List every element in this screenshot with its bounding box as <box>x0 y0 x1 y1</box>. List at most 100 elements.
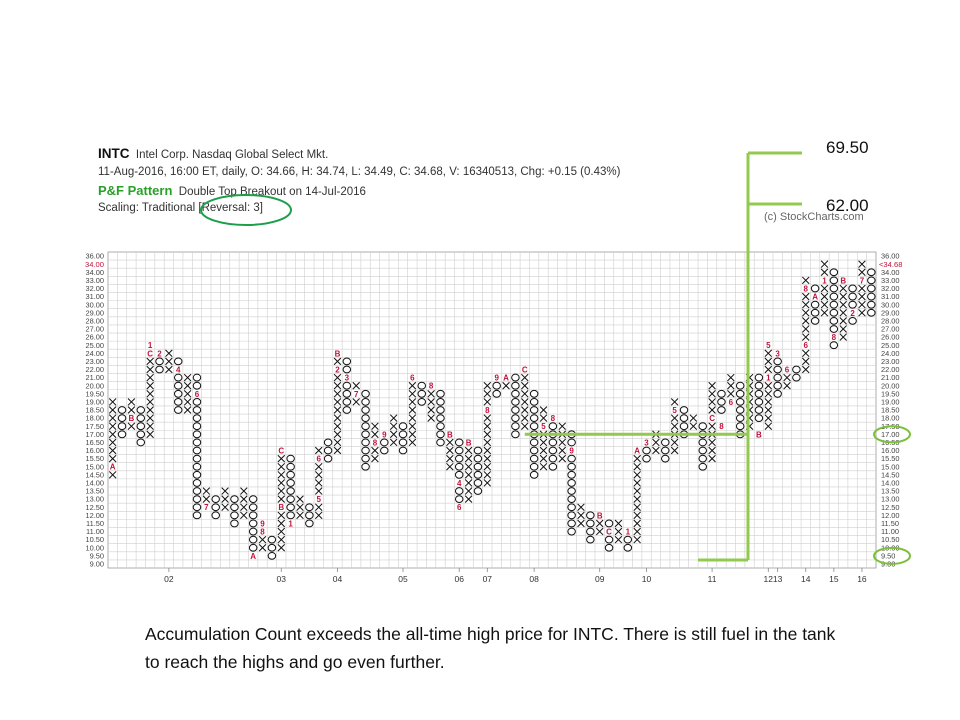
o-box <box>567 503 576 512</box>
y-tick-label-left: 20.00 <box>86 381 105 390</box>
o-box <box>286 462 295 471</box>
o-box <box>286 487 295 495</box>
x-stroke <box>858 309 866 317</box>
x-box <box>633 495 641 503</box>
x-stroke <box>670 438 679 447</box>
month-marker: 4 <box>176 365 181 374</box>
month-marker: 6 <box>195 390 200 399</box>
x-stroke <box>333 414 342 422</box>
o-box <box>511 381 520 390</box>
x-stroke <box>820 292 829 301</box>
x-stroke <box>314 503 323 511</box>
x-stroke <box>727 390 735 398</box>
x-box <box>633 535 641 544</box>
month-marker: B <box>756 430 762 439</box>
o-box <box>773 389 782 398</box>
o-box <box>192 446 202 455</box>
month-marker: B <box>335 349 341 358</box>
x-stroke <box>146 398 154 406</box>
x-box <box>127 422 136 430</box>
x-stroke <box>801 349 810 358</box>
x-stroke <box>708 438 716 447</box>
x-tick-label: 16 <box>857 574 867 584</box>
month-marker: B <box>447 430 453 439</box>
x-stroke <box>820 300 829 309</box>
o-box <box>398 430 408 439</box>
x-stroke <box>371 422 379 430</box>
x-box <box>108 471 117 479</box>
x-stroke <box>183 381 192 390</box>
x-stroke <box>839 317 847 325</box>
month-marker: B <box>466 438 472 447</box>
x-box <box>577 511 585 520</box>
x-stroke <box>839 292 847 301</box>
x-box <box>483 471 492 479</box>
month-marker: 5 <box>541 422 546 431</box>
x-box <box>389 422 398 430</box>
x-box <box>221 503 229 511</box>
o-box <box>248 519 258 528</box>
o-box <box>829 316 839 325</box>
x-box <box>352 381 360 390</box>
x-box <box>183 406 192 414</box>
x-stroke <box>483 454 492 463</box>
y-tick-label-left: 12.00 <box>86 511 105 520</box>
x-stroke <box>633 479 641 487</box>
x-stroke <box>258 543 267 552</box>
month-marker: 3 <box>345 374 350 383</box>
o-box <box>473 446 483 455</box>
o-box <box>342 381 352 390</box>
month-marker: A <box>503 374 509 383</box>
x-box <box>333 414 342 422</box>
x-box <box>221 495 229 503</box>
month-marker: A <box>812 293 818 302</box>
y-tick-label-left: 16.50 <box>86 438 105 447</box>
x-box <box>539 414 548 422</box>
o-box <box>567 495 576 504</box>
x-box <box>483 398 492 406</box>
symbol-label: INTC <box>98 146 130 161</box>
y-tick-label-right: 24.00 <box>881 349 900 358</box>
x-box <box>820 284 829 293</box>
y-tick-label-left: 10.50 <box>86 535 105 544</box>
x-stroke <box>146 390 154 398</box>
x-stroke <box>689 422 698 430</box>
y-tick-label-left: 24.00 <box>86 349 105 358</box>
x-box <box>801 349 810 358</box>
o-box <box>173 397 183 406</box>
x-box <box>427 398 435 406</box>
x-box <box>371 430 379 439</box>
o-box <box>192 406 202 414</box>
x-stroke <box>521 406 529 414</box>
y-tick-label-right: 14.00 <box>881 479 900 488</box>
o-box <box>567 438 576 447</box>
o-box <box>735 397 745 406</box>
x-stroke <box>783 381 791 390</box>
o-box <box>192 438 202 447</box>
o-box <box>679 414 689 423</box>
x-box <box>146 422 154 430</box>
o-box <box>192 397 202 406</box>
x-box <box>614 519 623 528</box>
o-box <box>773 381 782 390</box>
x-stroke <box>633 462 641 471</box>
o-box <box>473 479 483 487</box>
o-box <box>192 479 202 487</box>
x-stroke <box>108 430 117 439</box>
x-box <box>333 381 342 390</box>
x-box <box>801 276 810 285</box>
x-stroke <box>240 487 248 495</box>
o-box <box>810 316 820 325</box>
x-box <box>314 511 323 520</box>
x-box <box>446 446 454 455</box>
x-box <box>521 373 529 382</box>
x-box <box>801 357 810 366</box>
x-box <box>464 479 473 487</box>
o-box <box>454 446 464 455</box>
x-tick-label: 07 <box>483 574 493 584</box>
x-box <box>801 365 810 374</box>
current-price-left-bg <box>58 260 104 269</box>
o-box <box>436 430 445 439</box>
x-stroke <box>333 446 342 455</box>
x-box <box>820 300 829 309</box>
